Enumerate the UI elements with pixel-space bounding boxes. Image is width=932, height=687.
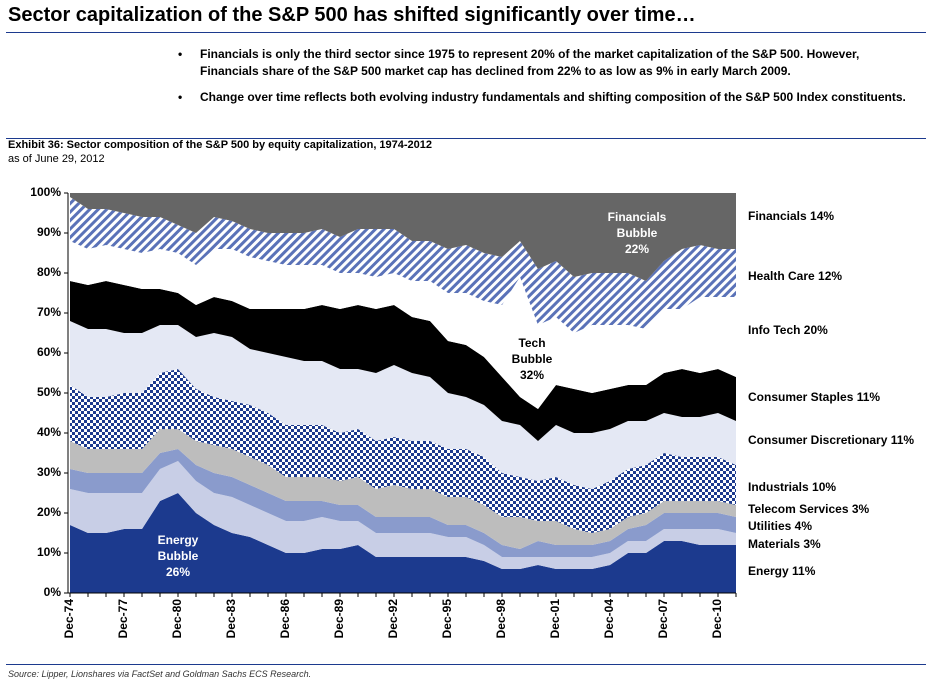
y-tick-label: 40% bbox=[37, 425, 61, 439]
annotation: Energy bbox=[158, 533, 199, 547]
bullet-text: Change over time reflects both evolving … bbox=[200, 90, 906, 104]
series-label: Financials 14% bbox=[748, 209, 834, 223]
bullet-text: Financials is only the third sector sinc… bbox=[200, 47, 860, 78]
x-tick-label: Dec-89 bbox=[332, 599, 346, 639]
page-title: Sector capitalization of the S&P 500 has… bbox=[8, 4, 696, 26]
x-tick-label: Dec-92 bbox=[386, 599, 400, 639]
x-tick-label: Dec-80 bbox=[170, 599, 184, 639]
series-label: Consumer Discretionary 11% bbox=[748, 433, 914, 447]
series-label: Utilities 4% bbox=[748, 519, 812, 533]
annotation: Tech bbox=[518, 336, 545, 350]
chart-title: Exhibit 36: Sector composition of the S&… bbox=[8, 139, 433, 151]
annotation: Bubble bbox=[617, 226, 658, 240]
annotation: Bubble bbox=[512, 352, 553, 366]
area bbox=[70, 369, 736, 533]
series-label: Telecom Services 3% bbox=[748, 502, 870, 516]
annotation: 32% bbox=[520, 368, 544, 382]
area bbox=[70, 281, 736, 441]
x-tick-label: Dec-83 bbox=[224, 599, 238, 639]
y-tick-label: 30% bbox=[37, 465, 61, 479]
x-tick-label: Dec-77 bbox=[116, 599, 130, 639]
area bbox=[70, 461, 736, 569]
area bbox=[70, 241, 736, 409]
y-tick-label: 0% bbox=[44, 585, 62, 599]
x-tick-label: Dec-01 bbox=[548, 599, 562, 639]
x-tick-label: Dec-98 bbox=[494, 599, 508, 639]
annotation: Bubble bbox=[158, 549, 199, 563]
series-label: Consumer Staples 11% bbox=[748, 390, 880, 404]
annotation: 22% bbox=[625, 242, 649, 256]
y-tick-label: 80% bbox=[37, 265, 61, 279]
x-tick-label: Dec-04 bbox=[602, 599, 616, 639]
y-tick-label: 90% bbox=[37, 225, 61, 239]
x-tick-label: Dec-95 bbox=[440, 599, 454, 639]
x-tick-label: Dec-74 bbox=[62, 599, 76, 639]
source: Source: Lipper, Lionshares via FactSet a… bbox=[8, 669, 312, 679]
y-tick-label: 20% bbox=[37, 505, 61, 519]
x-tick-label: Dec-86 bbox=[278, 599, 292, 639]
area bbox=[70, 193, 736, 281]
area bbox=[70, 429, 736, 549]
annotation: Financials bbox=[608, 210, 667, 224]
series-label: Materials 3% bbox=[748, 537, 821, 551]
bullet: • Financials is only the third sector sin… bbox=[178, 46, 918, 80]
y-tick-label: 70% bbox=[37, 305, 61, 319]
annotation: 26% bbox=[166, 565, 190, 579]
series-label: Info Tech 20% bbox=[748, 323, 828, 337]
area bbox=[70, 493, 736, 593]
y-tick-label: 50% bbox=[37, 385, 61, 399]
bullet: • Change over time reflects both evolving… bbox=[178, 89, 918, 106]
y-tick-label: 60% bbox=[37, 345, 61, 359]
y-tick-label: 100% bbox=[30, 185, 61, 199]
rule bbox=[6, 138, 926, 139]
series-label: Health Care 12% bbox=[748, 269, 842, 283]
series-label: Energy 11% bbox=[748, 564, 816, 578]
area bbox=[70, 321, 736, 489]
rule bbox=[6, 664, 926, 665]
chart-subtitle: as of June 29, 2012 bbox=[8, 153, 105, 165]
area bbox=[70, 197, 736, 333]
series-label: Industrials 10% bbox=[748, 480, 836, 494]
rule bbox=[6, 32, 926, 33]
x-tick-label: Dec-07 bbox=[656, 599, 670, 639]
y-tick-label: 10% bbox=[37, 545, 61, 559]
x-tick-label: Dec-10 bbox=[710, 599, 724, 639]
